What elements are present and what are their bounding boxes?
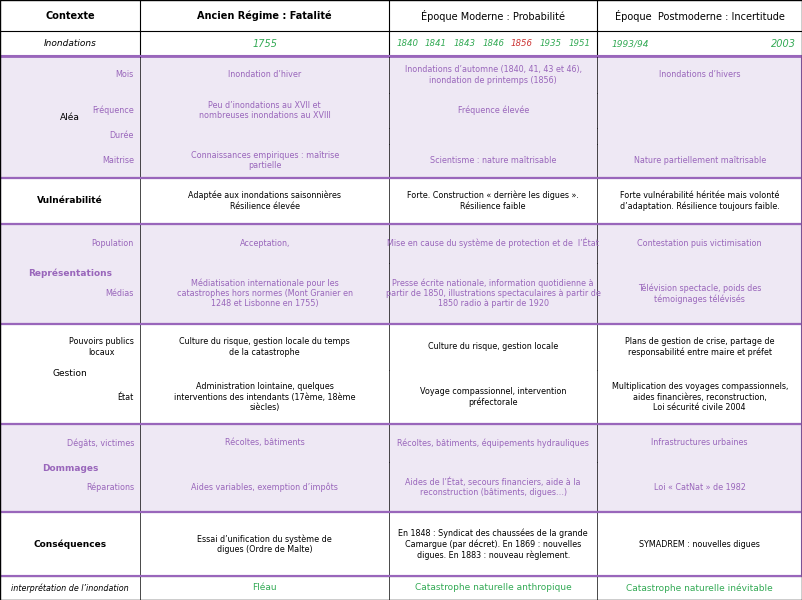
Text: Gestion: Gestion — [53, 370, 87, 379]
Text: Contestation puis victimisation: Contestation puis victimisation — [638, 239, 762, 248]
Bar — [0, 512, 802, 576]
Bar — [0, 576, 802, 600]
Text: Aides variables, exemption d’impôts: Aides variables, exemption d’impôts — [191, 482, 338, 492]
Text: 1856: 1856 — [511, 40, 533, 49]
Text: Vulnérabilité: Vulnérabilité — [38, 196, 103, 205]
Bar — [0, 178, 802, 224]
Text: État: État — [118, 392, 134, 401]
Bar — [0, 56, 802, 178]
Bar — [0, 0, 802, 31]
Text: Fréquence élevée: Fréquence élevée — [458, 106, 529, 115]
Text: Ancien Régime : Fatalité: Ancien Régime : Fatalité — [197, 10, 332, 21]
Text: Inondation d’hiver: Inondation d’hiver — [228, 70, 302, 79]
Bar — [0, 224, 802, 324]
Bar — [0, 56, 802, 178]
Text: Époque Moderne : Probabilité: Époque Moderne : Probabilité — [421, 10, 565, 22]
Text: Représentations: Représentations — [28, 269, 112, 278]
Text: Fléau: Fléau — [253, 583, 277, 593]
Text: Forte vulnérabilité héritée mais volonté
d’adaptation. Résilience toujours faibl: Forte vulnérabilité héritée mais volonté… — [620, 191, 780, 211]
Text: Inondations d’automne (1840, 41, 43 et 46),
inondation de printemps (1856): Inondations d’automne (1840, 41, 43 et 4… — [405, 65, 581, 85]
Text: 1843: 1843 — [454, 40, 476, 49]
Bar — [0, 424, 802, 512]
Text: Dégâts, victimes: Dégâts, victimes — [67, 438, 134, 448]
Text: Peu d’inondations au XVII et
nombreuses inondations au XVIII: Peu d’inondations au XVII et nombreuses … — [199, 101, 330, 120]
Text: Catastrophe naturelle inévitable: Catastrophe naturelle inévitable — [626, 583, 773, 593]
Bar — [0, 224, 802, 324]
Text: Administration lointaine, quelques
interventions des intendants (17ème, 18ème
si: Administration lointaine, quelques inter… — [174, 382, 355, 412]
Text: Infrastructures urbaines: Infrastructures urbaines — [651, 439, 748, 448]
Text: Culture du risque, gestion locale: Culture du risque, gestion locale — [428, 343, 558, 352]
Text: 1993/94: 1993/94 — [612, 40, 650, 49]
Bar — [0, 178, 802, 224]
Text: Mise en cause du système de protection et de  l’État: Mise en cause du système de protection e… — [387, 238, 599, 248]
Text: Aléa: Aléa — [60, 113, 80, 122]
Text: En 1848 : Syndicat des chaussées de la grande
Camargue (par décret). En 1869 : n: En 1848 : Syndicat des chaussées de la g… — [399, 529, 588, 560]
Bar — [0, 424, 802, 512]
Text: SYMADREM : nouvelles digues: SYMADREM : nouvelles digues — [639, 539, 760, 548]
Text: Époque  Postmoderne : Incertitude: Époque Postmoderne : Incertitude — [615, 10, 784, 22]
Text: 1951: 1951 — [568, 40, 590, 49]
Text: Forte. Construction « derrière les digues ».
Résilience faible: Forte. Construction « derrière les digue… — [407, 191, 579, 211]
Text: Contexte: Contexte — [46, 11, 95, 20]
Bar — [0, 31, 802, 56]
Text: Récoltes, bâtiments, équipements hydrauliques: Récoltes, bâtiments, équipements hydraul… — [397, 438, 589, 448]
Text: 1840: 1840 — [396, 40, 419, 49]
Text: Réparations: Réparations — [86, 482, 134, 492]
Text: Connaissances empiriques : maîtrise
partielle: Connaissances empiriques : maîtrise part… — [191, 151, 338, 170]
Text: interprétation de l’inondation: interprétation de l’inondation — [11, 583, 129, 593]
Bar — [0, 324, 802, 424]
Text: Nature partiellement maîtrisable: Nature partiellement maîtrisable — [634, 156, 766, 165]
Text: Fréquence: Fréquence — [92, 106, 134, 115]
Text: 1846: 1846 — [482, 40, 504, 49]
Text: 1935: 1935 — [540, 40, 561, 49]
Text: 1841: 1841 — [425, 40, 447, 49]
Text: Inondations d’hivers: Inondations d’hivers — [659, 70, 740, 79]
Text: Multiplication des voyages compassionnels,
aides financières, reconstruction,
Lo: Multiplication des voyages compassionnel… — [612, 382, 788, 412]
Text: Essai d’unification du système de
digues (Ordre de Malte): Essai d’unification du système de digues… — [197, 534, 332, 554]
Text: Adaptée aux inondations saisonnières
Résilience élevée: Adaptée aux inondations saisonnières Rés… — [188, 191, 341, 211]
Bar — [0, 512, 802, 576]
Text: Médias: Médias — [106, 289, 134, 298]
Text: Voyage compassionnel, intervention
préfectorale: Voyage compassionnel, intervention préfe… — [420, 387, 566, 407]
Text: Scientisme : nature maîtrisable: Scientisme : nature maîtrisable — [430, 156, 557, 165]
Text: Pouvoirs publics
locaux: Pouvoirs publics locaux — [69, 337, 134, 356]
Text: Maitrise: Maitrise — [102, 156, 134, 165]
Text: Dommages: Dommages — [42, 464, 99, 473]
Text: Loi « CatNat » de 1982: Loi « CatNat » de 1982 — [654, 482, 746, 491]
Text: Récoltes, bâtiments: Récoltes, bâtiments — [225, 439, 305, 448]
Text: Conséquences: Conséquences — [34, 539, 107, 549]
Text: Aides de l’État, secours financiers, aide à la
reconstruction (bâtiments, digues: Aides de l’État, secours financiers, aid… — [406, 477, 581, 497]
Text: Durée: Durée — [110, 131, 134, 140]
Text: Mois: Mois — [115, 70, 134, 79]
Text: Presse écrite nationale, information quotidienne à
partir de 1850, illustrations: Presse écrite nationale, information quo… — [386, 278, 601, 308]
Text: 2003: 2003 — [771, 39, 796, 49]
Text: 1755: 1755 — [252, 39, 277, 49]
Text: Plans de gestion de crise, partage de
responsabilité entre maire et préfet: Plans de gestion de crise, partage de re… — [625, 337, 775, 357]
Text: Inondations: Inondations — [44, 40, 96, 49]
Text: Catastrophe naturelle anthropique: Catastrophe naturelle anthropique — [415, 583, 572, 593]
Text: Culture du risque, gestion locale du temps
de la catastrophe: Culture du risque, gestion locale du tem… — [180, 337, 350, 356]
Text: Acceptation,: Acceptation, — [240, 239, 290, 248]
Text: Médiatisation internationale pour les
catastrophes hors normes (Mont Granier en
: Médiatisation internationale pour les ca… — [176, 278, 353, 308]
Bar — [0, 324, 802, 424]
Text: Télévision spectacle, poids des
témoignages télévisés: Télévision spectacle, poids des témoigna… — [638, 283, 761, 304]
Text: Population: Population — [91, 239, 134, 248]
